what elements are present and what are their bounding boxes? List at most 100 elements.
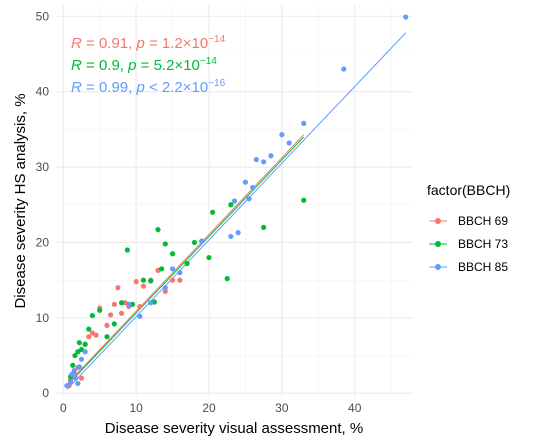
data-point [118, 310, 125, 316]
x-tick-label: 10 [129, 401, 143, 415]
correlation-label: R = 0.99, p < 2.2×10−16 [71, 78, 226, 96]
data-point [162, 285, 168, 291]
y-tick-label: 40 [36, 85, 50, 99]
fit-line [66, 134, 305, 385]
grid-major [56, 5, 413, 397]
data-point [148, 300, 154, 306]
data-point [78, 356, 85, 362]
y-tick-label: 10 [36, 311, 50, 325]
legend-item: BBCH 85 [429, 260, 508, 274]
data-point [133, 279, 139, 285]
data-point [242, 179, 249, 185]
data-point [76, 340, 82, 346]
data-point [137, 313, 143, 319]
y-axis-title: Disease severity HS analysis, % [12, 93, 29, 308]
data-point [93, 332, 99, 338]
data-point [184, 260, 190, 267]
data-point [191, 239, 198, 246]
y-tick-label: 20 [36, 235, 50, 249]
legend-label: BBCH 69 [458, 214, 508, 228]
legend-key-point [435, 264, 441, 270]
data-point [129, 301, 136, 307]
data-point [78, 375, 85, 381]
y-tick-label: 30 [36, 160, 50, 174]
data-point [104, 322, 110, 328]
data-point [126, 301, 132, 307]
data-point [162, 288, 168, 295]
data-point [67, 379, 74, 385]
data-point [64, 383, 70, 389]
y-axis-ticks: 0 10 20 30 40 50 [36, 9, 50, 400]
data-point [140, 277, 147, 283]
data-point [268, 153, 274, 159]
fit-lines [66, 32, 407, 390]
data-point [124, 247, 130, 253]
y-tick-label: 0 [42, 386, 49, 400]
legend-key-point [435, 218, 441, 224]
data-point [111, 321, 117, 327]
fit-line [66, 32, 407, 390]
x-tick-label: 30 [275, 401, 289, 415]
data-point [279, 132, 285, 138]
data-point [82, 349, 88, 355]
data-point [250, 184, 256, 191]
x-tick-label: 20 [202, 401, 216, 415]
data-point [301, 120, 307, 126]
data-point [224, 276, 230, 282]
legend-item: BBCH 69 [429, 214, 508, 228]
data-point [253, 156, 259, 163]
data-point [104, 334, 110, 340]
data-point [137, 303, 143, 310]
data-point [86, 334, 92, 340]
data-point [71, 368, 77, 374]
data-point [140, 283, 147, 289]
data-point [162, 241, 168, 247]
data-point [199, 238, 205, 244]
data-point [261, 224, 267, 230]
fit-line [66, 136, 305, 387]
data-point [235, 230, 241, 236]
legend-label: BBCH 85 [458, 260, 508, 274]
data-point [261, 159, 267, 165]
data-point [177, 277, 183, 283]
data-point [246, 196, 252, 202]
data-point [169, 277, 176, 283]
data-point [72, 352, 78, 359]
data-point [177, 270, 183, 276]
data-point [89, 312, 96, 319]
legend-item: BBCH 73 [429, 237, 508, 251]
data-point [70, 362, 76, 368]
x-axis-ticks: 0 10 20 30 40 [60, 401, 362, 415]
data-point [286, 140, 292, 146]
data-point [228, 233, 234, 240]
data-point [108, 312, 114, 318]
correlation-annotations: R = 0.91, p = 1.2×10−14 R = 0.9, p = 5.2×… [71, 34, 226, 96]
correlation-label: R = 0.91, p = 1.2×10−14 [71, 34, 226, 52]
data-point [231, 198, 238, 204]
data-point [169, 266, 176, 272]
data-point [86, 326, 92, 332]
legend: factor(BBCH) BBCH 69 BBCH 73 BBCH 85 [427, 182, 510, 274]
data-point [301, 197, 307, 203]
data-point [118, 300, 125, 306]
data-point [76, 364, 82, 370]
correlation-label: R = 0.9, p = 5.2×10−14 [71, 56, 217, 74]
data-point [97, 307, 103, 313]
data-point [155, 227, 161, 233]
data-point [73, 375, 79, 381]
data-point [75, 380, 81, 387]
data-point [69, 371, 75, 377]
data-point [148, 278, 154, 284]
data-point [210, 209, 216, 215]
data-point [82, 341, 88, 347]
x-axis-title: Disease severity visual assessment, % [105, 420, 363, 437]
data-point [228, 202, 234, 208]
data-point [169, 251, 176, 257]
x-tick-label: 0 [60, 401, 67, 415]
legend-key-point [435, 241, 441, 247]
x-tick-label: 40 [348, 401, 362, 415]
data-points [64, 14, 409, 389]
data-point [115, 285, 121, 291]
